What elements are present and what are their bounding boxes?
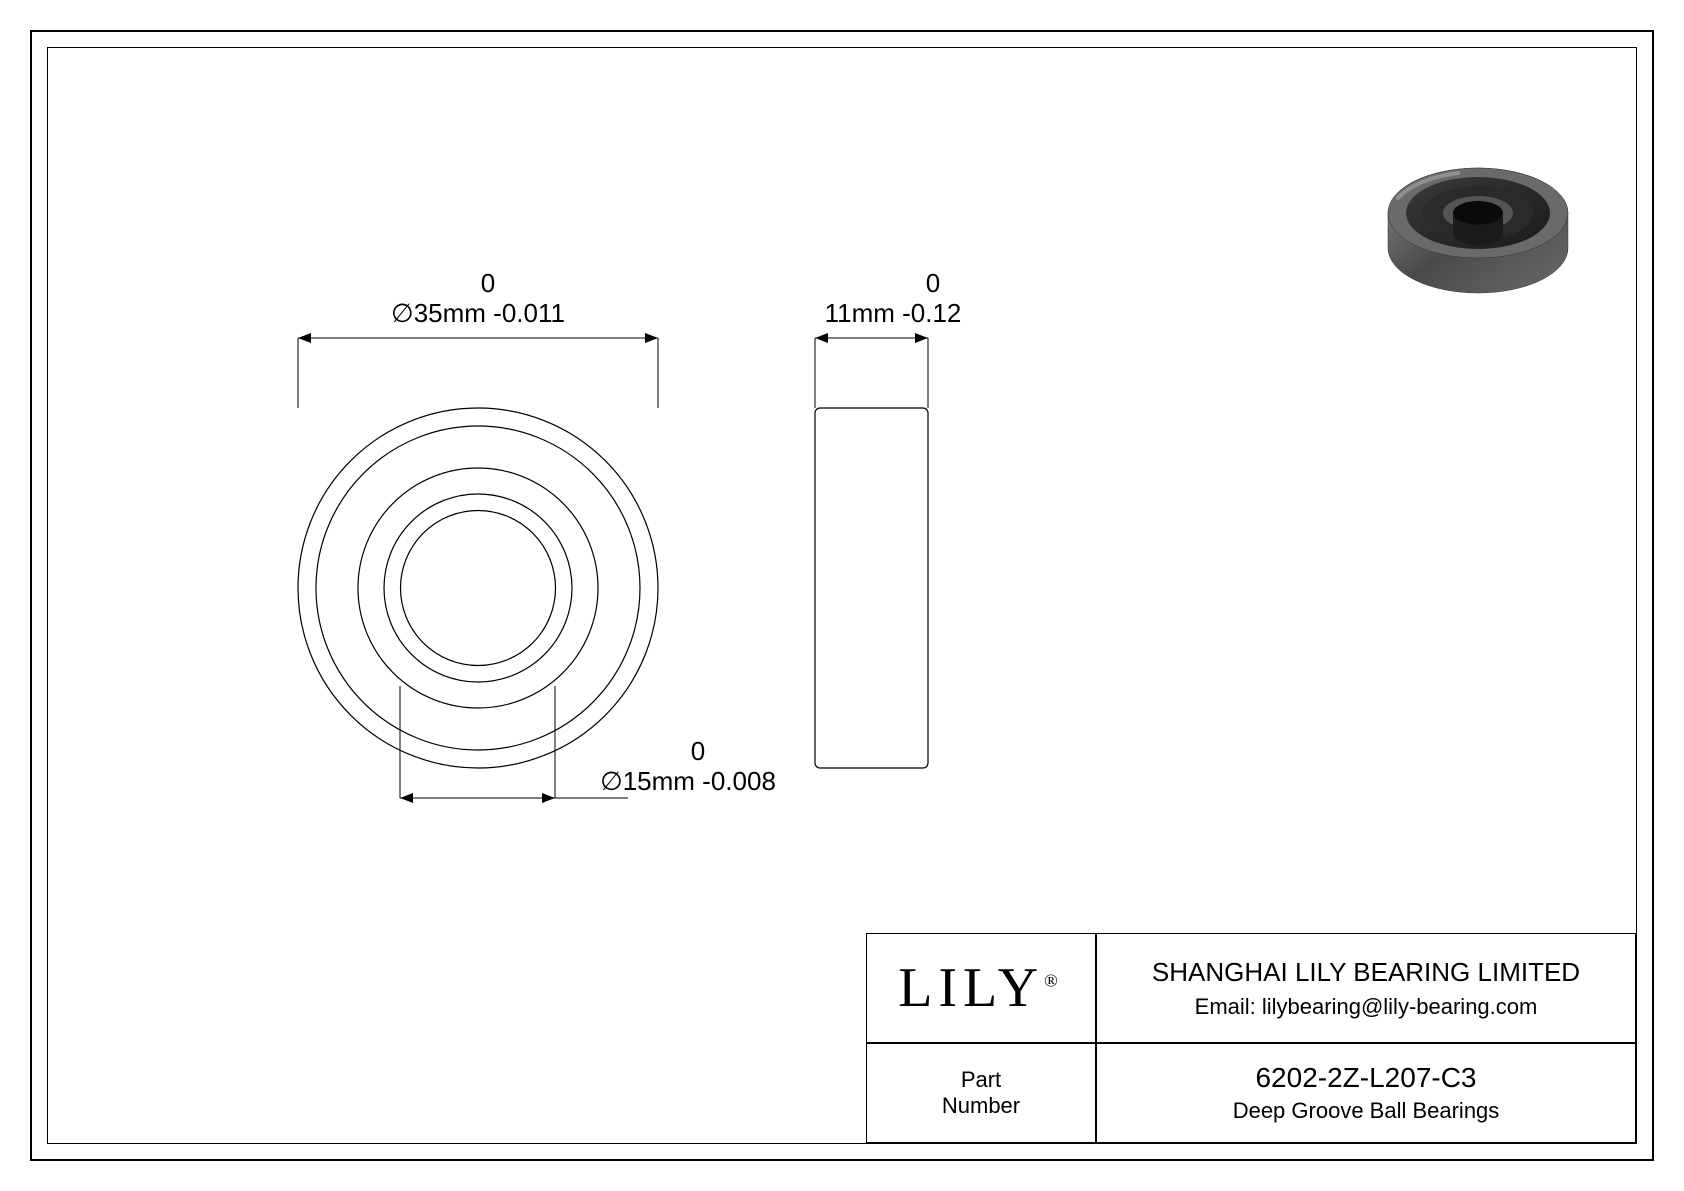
title-block: LILY® SHANGHAI LILY BEARING LIMITED Emai… bbox=[866, 933, 1636, 1143]
dim-inner-upper: 0 bbox=[668, 736, 728, 767]
company-cell: SHANGHAI LILY BEARING LIMITED Email: lil… bbox=[1096, 933, 1636, 1043]
iso-view-bearing bbox=[1348, 128, 1608, 328]
dim-inner-label: ∅15mm -0.008 bbox=[558, 766, 818, 797]
part-number: 6202-2Z-L207-C3 bbox=[1255, 1062, 1476, 1094]
dim-width-label: 11mm -0.12 bbox=[793, 298, 993, 329]
logo-text: LILY® bbox=[898, 956, 1064, 1020]
part-number-label-cell: Part Number bbox=[866, 1043, 1096, 1143]
dim-width-upper: 0 bbox=[903, 268, 963, 299]
product-type: Deep Groove Ball Bearings bbox=[1233, 1098, 1500, 1124]
part-info-cell: 6202-2Z-L207-C3 Deep Groove Ball Bearing… bbox=[1096, 1043, 1636, 1143]
inner-frame: 0 ∅35mm -0.011 0 ∅15mm -0.008 0 11mm -0.… bbox=[47, 47, 1637, 1144]
drawing-sheet: 0 ∅35mm -0.011 0 ∅15mm -0.008 0 11mm -0.… bbox=[30, 30, 1654, 1161]
side-view bbox=[803, 388, 943, 788]
company-name: SHANGHAI LILY BEARING LIMITED bbox=[1152, 957, 1580, 988]
registered-mark: ® bbox=[1044, 970, 1064, 990]
dim-outer-label: ∅35mm -0.011 bbox=[348, 298, 608, 329]
dim-outer-upper: 0 bbox=[428, 268, 548, 299]
company-email: Email: lilybearing@lily-bearing.com bbox=[1195, 994, 1538, 1020]
logo-cell: LILY® bbox=[866, 933, 1096, 1043]
